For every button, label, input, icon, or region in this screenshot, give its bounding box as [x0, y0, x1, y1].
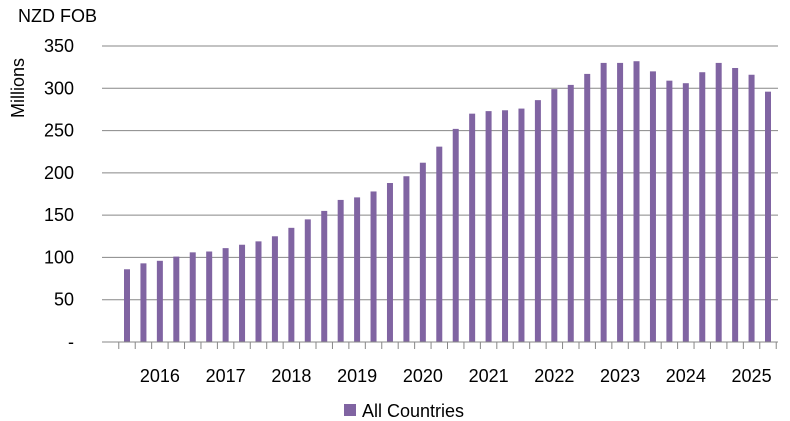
bar [337, 199, 344, 342]
bar [271, 236, 278, 342]
legend-label: All Countries [362, 401, 464, 421]
legend-swatch [344, 404, 356, 416]
y-tick-label: - [68, 332, 74, 352]
y-tick-label: 150 [44, 205, 74, 225]
x-year-label: 2025 [732, 366, 772, 386]
bar [765, 91, 771, 342]
bar [140, 263, 147, 342]
bar [518, 108, 525, 342]
bar [682, 83, 689, 343]
bar [304, 219, 311, 342]
bar [386, 183, 393, 342]
y-axis-ticks: - 50 100 150 200 250 300 350 [44, 36, 74, 352]
x-year-label: 2020 [403, 366, 443, 386]
bar [666, 80, 673, 343]
x-year-label: 2022 [534, 366, 574, 386]
bar [222, 248, 229, 342]
legend: All Countries [344, 401, 464, 421]
bar [699, 72, 706, 342]
bar [551, 89, 558, 342]
x-year-label: 2018 [271, 366, 311, 386]
x-year-label: 2021 [469, 366, 509, 386]
bars [124, 61, 771, 343]
x-axis [102, 341, 778, 349]
bar [485, 111, 492, 343]
bar [288, 227, 295, 342]
bar [732, 67, 739, 343]
x-year-label: 2016 [140, 366, 180, 386]
bar [534, 100, 541, 342]
bar [633, 61, 640, 342]
bar [584, 73, 591, 342]
x-year-label: 2023 [600, 366, 640, 386]
y-tick-label: 200 [44, 163, 74, 183]
bar [124, 269, 130, 342]
bar [600, 62, 607, 342]
bar [452, 128, 459, 342]
y-tick-label: 100 [44, 247, 74, 267]
y-tick-label: 50 [54, 290, 74, 310]
bar [469, 113, 476, 342]
bar [370, 191, 377, 342]
bar [156, 260, 163, 342]
bar [502, 110, 509, 343]
bar [354, 197, 361, 342]
y-tick-label: 350 [44, 36, 74, 56]
x-year-label: 2019 [337, 366, 377, 386]
bar [189, 252, 196, 342]
bar [321, 210, 328, 342]
bar [206, 251, 213, 342]
bar [748, 74, 755, 342]
y-tick-label: 250 [44, 121, 74, 141]
bar [255, 241, 262, 342]
bar [617, 62, 624, 342]
bar [715, 62, 722, 342]
bar [173, 256, 180, 342]
bar [403, 176, 410, 342]
x-year-label: 2024 [666, 366, 706, 386]
x-axis-year-labels: 2016 2017 2018 2019 2020 2021 2022 2023 2024 2025 [140, 366, 772, 386]
bar [419, 162, 426, 342]
bar [567, 84, 574, 343]
y-axis-title: Millions [8, 58, 28, 118]
x-year-label: 2017 [206, 366, 246, 386]
bar [239, 244, 246, 342]
unit-label: NZD FOB [18, 6, 97, 26]
bar [649, 71, 656, 343]
y-tick-label: 300 [44, 78, 74, 98]
bar [436, 146, 443, 342]
